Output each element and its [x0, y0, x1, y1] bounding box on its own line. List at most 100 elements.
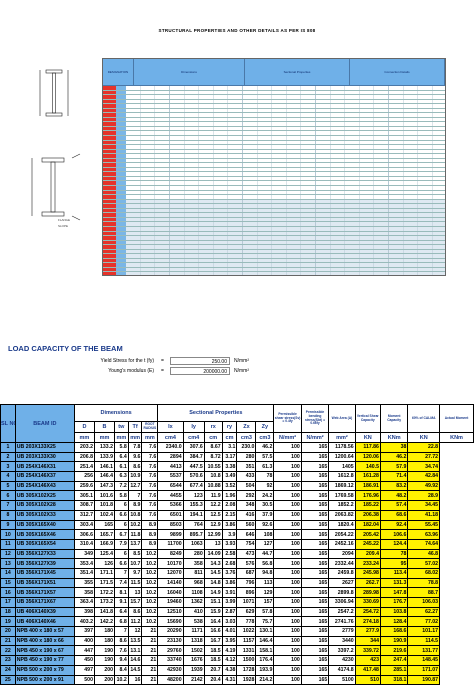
table-cell: 100: [273, 577, 302, 589]
table-cell: 100: [273, 548, 302, 560]
flange-label: FLANGE: [58, 218, 71, 222]
table-cell: 5: [0, 480, 16, 492]
table-cell: 95: [379, 558, 409, 569]
table-row: 17 UB 356X171X67 363.4 173.2 9.1 15.7 10.2 1946…: [0, 597, 474, 608]
sixty-percent-header: 60% of CALMA: [407, 404, 441, 433]
table-cell: 34.45: [407, 500, 441, 511]
thumbnail-values: [126, 226, 445, 231]
table-cell: 280: [236, 451, 257, 463]
unit-header: cm3: [255, 432, 275, 443]
table-cell: UB 305X165X40: [14, 519, 75, 531]
table-cell: 190.87: [407, 674, 441, 685]
table-cell: 18.5: [203, 645, 223, 657]
table-cell: 1: [0, 442, 16, 453]
table-cell: 2.87: [221, 606, 238, 618]
table-cell: 75.7: [255, 616, 275, 628]
table-cell: 12510: [157, 606, 184, 618]
thumbnail-id-cell: [103, 140, 116, 145]
table-cell: 3.99: [221, 597, 238, 608]
unit-header: cm3: [236, 432, 257, 443]
table-row: 16 UB 356X171X57 358 172.2 8.1 13 10.2 16040 110…: [0, 587, 474, 598]
table-cell: 102.4: [93, 509, 116, 521]
table-cell: 10: [0, 529, 16, 540]
unit-header: KN: [407, 432, 441, 443]
thumbnail-cell: [116, 90, 126, 95]
properties-table-rows: [103, 86, 445, 275]
table-cell: 165: [300, 461, 330, 473]
sl-no-header: SL NO: [0, 404, 16, 443]
table-cell: 1022: [236, 626, 257, 637]
table-cell: 11.8: [127, 529, 143, 540]
yield-value-field[interactable]: 250.00: [170, 357, 230, 365]
thumbnail-cell: [116, 108, 126, 113]
table-cell: 18.5: [203, 655, 223, 666]
thumbnail-cell: [116, 99, 126, 104]
thumbnail-cell: [116, 163, 126, 167]
table-cell: UB 254X146X37: [14, 471, 75, 482]
table-cell: 78.8: [407, 577, 441, 589]
table-cell: 6: [114, 548, 129, 560]
table-cell: 292: [236, 490, 257, 502]
table-row: 15 UB 356X171X51 355 171.5 7.4 11.5 10.2 14140 9…: [0, 577, 474, 589]
table-cell: 8.72: [203, 451, 223, 463]
table-cell: 205.42: [354, 529, 381, 540]
table-cell: 100: [273, 655, 302, 666]
table-cell: 1108: [182, 587, 205, 598]
table-row: 23 NPB 450 x 190 x 77 450 190 9.4 14.6 21 33740…: [0, 655, 474, 666]
table-cell: 165: [300, 471, 330, 482]
table-cell: UB 406X140X39: [14, 606, 75, 618]
thumbnail-row: [103, 149, 445, 155]
thumbnail-id-cell: [103, 190, 116, 195]
table-cell: 13: [203, 538, 223, 550]
thumbnail-id-cell: [103, 231, 116, 236]
thumbnail-row: [103, 263, 445, 268]
table-cell: 2142: [182, 674, 205, 685]
thumbnail-values: [126, 267, 445, 272]
table-cell: 108: [255, 529, 275, 540]
thumbnail-cell: [116, 136, 126, 140]
table-cell: 8.9: [141, 538, 159, 550]
table-cell: 1318: [182, 635, 205, 647]
table-cell: UB 305X102X28: [14, 500, 75, 511]
table-cell: 1200.64: [328, 451, 356, 463]
table-cell: 10.2: [141, 567, 159, 579]
table-cell: 106.6: [379, 529, 409, 540]
beam-id-header: BEAM ID: [14, 404, 75, 443]
table-cell: 165: [300, 664, 330, 676]
table-cell: 1939: [182, 664, 205, 676]
permissible-shear-header: Permissible shear stress(Sv) = 0.4fy: [273, 404, 302, 433]
table-cell: 2332.44: [328, 558, 356, 569]
thumbnail-values: [126, 208, 445, 213]
thumbnail-row: [103, 222, 445, 227]
table-cell: 570.6: [182, 471, 205, 482]
thumbnail-values: [126, 113, 445, 117]
thumbnail-cell: [116, 176, 126, 181]
table-cell: 42930: [157, 664, 184, 676]
table-cell: 68.6: [379, 509, 409, 521]
table-cell: 403.2: [73, 616, 95, 628]
table-cell: 351.4: [73, 567, 95, 579]
table-cell: 172.2: [93, 587, 116, 598]
table-cell: 12.99: [203, 529, 223, 540]
table-cell: 165: [300, 587, 330, 598]
table-cell: 113: [255, 577, 275, 589]
table-cell: 6501: [157, 509, 184, 521]
thumbnail-values: [126, 99, 445, 104]
table-cell: 1071: [236, 597, 257, 608]
table-cell: 4174.8: [328, 664, 356, 676]
table-cell: 4413: [157, 461, 184, 473]
unit-header: N/mm²: [300, 432, 330, 443]
table-cell: 9.1: [114, 597, 129, 608]
table-cell: 146.4: [93, 471, 116, 482]
modulus-value-field[interactable]: 200000.00: [170, 367, 230, 375]
dim-symbol-header: Tf: [127, 421, 143, 433]
table-cell: 46.8: [407, 548, 441, 560]
table-cell: 289.98: [354, 587, 381, 598]
table-cell: 262.7: [354, 577, 381, 589]
table-cell: 16: [0, 587, 16, 598]
table-cell: 1869.12: [328, 480, 356, 492]
table-cell: 433: [236, 471, 257, 482]
table-row: 9 UB 305X165X40 303.4 165 6 10.2 8.9 8503 764 12.…: [0, 519, 474, 531]
table-cell: NPB 450 x 190 x 77: [14, 655, 75, 666]
table-cell: 22: [0, 645, 16, 657]
